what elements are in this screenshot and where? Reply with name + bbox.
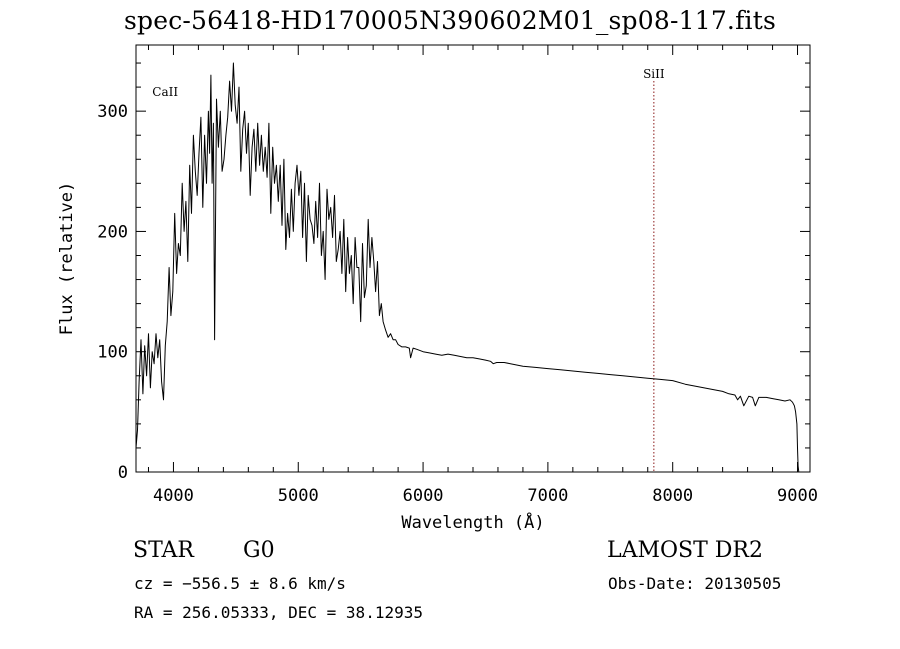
plot-frame (135, 44, 811, 473)
y-tick-label: 100 (97, 343, 128, 363)
ra-dec-coordinates: RA = 256.05333, DEC = 38.12935 (134, 603, 423, 622)
x-tick-label: 4000 (153, 486, 194, 506)
redshift-cz: cz = −556.5 ± 8.6 km/s (134, 574, 346, 593)
observation-date: Obs-Date: 20130505 (608, 574, 782, 593)
x-tick-label: 8000 (652, 486, 693, 506)
chart-title: spec-56418-HD170005N390602M01_sp08-117.f… (123, 6, 777, 35)
x-axis-label: Wavelength (Å) (401, 511, 544, 533)
y-tick-label: 300 (97, 102, 128, 122)
line-marker-label: CaII (152, 85, 178, 99)
survey-name: LAMOST DR2 (607, 538, 763, 563)
object-subclass: G0 (243, 538, 275, 563)
x-tick-label: 5000 (278, 486, 319, 506)
flux-series-line (135, 62, 800, 473)
y-tick-label: 200 (97, 222, 128, 242)
y-tick-label: 0 (118, 463, 128, 483)
x-tick-label: 9000 (777, 486, 818, 506)
x-tick-label: 6000 (403, 486, 444, 506)
y-axis-label: Flux (relative) (57, 182, 77, 336)
object-class: STAR (133, 538, 194, 563)
x-tick-label: 7000 (527, 486, 568, 506)
line-marker-label: SiII (643, 67, 665, 81)
